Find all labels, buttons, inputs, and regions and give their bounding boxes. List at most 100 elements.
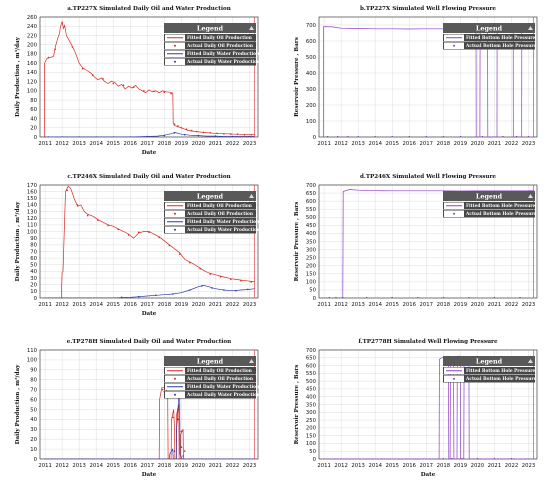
x-tick-label: 2016: [124, 463, 138, 469]
data-point-oil-actual: [223, 133, 225, 135]
legend-header: [164, 356, 256, 366]
legend-entry-label: Actual Bottom Hole Pressure: [465, 377, 537, 382]
data-point-water-actual: [189, 289, 191, 291]
x-tick-label: 2013: [72, 302, 85, 308]
x-tick-label: 2020: [192, 302, 206, 308]
legend-row: [164, 50, 256, 58]
data-point-oil-actual: [47, 56, 50, 59]
y-tick-label: 550: [306, 207, 317, 213]
legend-title: Legend: [197, 25, 224, 33]
series-line-water-fitted: [44, 285, 255, 298]
y-tick-label: 600: [306, 39, 317, 45]
data-point-oil-actual: [240, 279, 242, 282]
legend-title: Legend: [476, 193, 503, 201]
legend-swatch-point: [174, 377, 176, 380]
data-point-oil-actual: [177, 125, 179, 127]
y-tick-label: 400: [306, 71, 317, 77]
x-tick-label: 2015: [106, 141, 119, 147]
legend-entry-label: Actual Daily Water Production: [186, 393, 261, 398]
data-point-pressure-actual: [442, 296, 445, 298]
data-point-pressure-actual: [451, 457, 453, 459]
legend-row: [164, 58, 256, 66]
y-tick-label: 120: [27, 216, 38, 222]
x-tick-label: 2019: [175, 141, 188, 147]
y-tick-label: 70: [30, 387, 37, 393]
data-point-pressure-actual: [374, 135, 376, 137]
legend-entry-label: Actual Bottom Hole Pressure: [465, 44, 537, 49]
legend-row: [164, 367, 256, 375]
legend-row: [443, 367, 535, 375]
y-tick-label: 200: [27, 42, 38, 48]
data-point-water-actual: [197, 134, 200, 137]
data-point-water-actual: [201, 285, 203, 287]
legend-entry-label: Actual Bottom Hole Pressure: [465, 212, 537, 217]
y-tick-label: 100: [306, 441, 317, 447]
data-point-oil-actual: [76, 204, 79, 206]
y-tick-label: 0: [313, 296, 317, 302]
data-point-oil-actual: [158, 236, 160, 239]
legend-collapse-icon: [249, 194, 254, 198]
y-tick-label: 100: [27, 229, 38, 235]
y-tick-label: 200: [306, 426, 317, 432]
x-tick-label: 2012: [334, 463, 347, 469]
data-point-water-actual: [120, 296, 123, 298]
data-point-oil-actual: [172, 416, 174, 419]
y-tick-label: 450: [306, 223, 317, 229]
y-tick-label: 100: [27, 89, 38, 95]
data-point-oil-actual: [209, 132, 212, 134]
data-point-pressure-actual: [493, 296, 496, 298]
x-tick-label: 2011: [38, 141, 51, 147]
y-tick-label: 500: [306, 379, 317, 385]
data-point-oil-actual: [54, 48, 57, 51]
data-point-water-actual: [172, 293, 174, 295]
x-tick-label: 2018: [158, 463, 172, 469]
data-point-oil-actual: [209, 273, 212, 275]
x-tick-label: 2017: [420, 302, 433, 308]
x-tick-label: 2014: [89, 141, 103, 147]
legend-collapse-icon: [528, 359, 533, 363]
data-point-oil-actual: [132, 86, 135, 88]
legend-title: Legend: [197, 358, 224, 366]
y-axis-label: Reservoir Pressure , Bars: [294, 365, 300, 445]
data-point-water-actual: [211, 287, 213, 289]
x-tick-label: 2014: [368, 141, 382, 147]
data-point-oil-actual: [199, 268, 201, 270]
data-point-water-actual: [47, 136, 50, 137]
y-tick-label: 10: [30, 289, 37, 295]
legend-row: [443, 42, 535, 50]
y-tick-label: 110: [27, 348, 38, 354]
chart-panel-3: c.TP246X Simulated Daily Oil and Water P…: [14, 174, 261, 317]
data-point-oil-actual: [148, 231, 150, 233]
y-tick-label: 0: [313, 457, 317, 463]
x-tick-label: 2023: [243, 141, 256, 147]
y-tick-label: 30: [30, 276, 37, 282]
x-tick-label: 2013: [72, 463, 85, 469]
x-tick-label: 2022: [505, 141, 518, 147]
x-tick-label: 2022: [505, 302, 518, 308]
x-tick-label: 2022: [505, 463, 518, 469]
y-tick-label: 0: [34, 135, 38, 141]
data-point-pressure-actual: [459, 135, 462, 137]
x-tick-label: 2016: [403, 141, 417, 147]
y-tick-label: 60: [30, 256, 37, 262]
data-point-oil-actual: [86, 214, 89, 217]
x-tick-label: 2011: [38, 463, 51, 469]
legend-row: [164, 210, 256, 218]
data-point-pressure-actual: [515, 135, 518, 137]
y-tick-label: 260: [27, 15, 38, 21]
data-point-pressure-actual: [342, 296, 344, 298]
chart-title: f.TP2778H Simulated Well Flowing Pressur…: [358, 339, 498, 345]
data-point-pressure-actual: [461, 457, 463, 459]
y-tick-label: 700: [306, 23, 317, 29]
data-point-oil-actual: [178, 253, 181, 255]
y-axis-label: Reservoir Pressure , Bars: [294, 37, 300, 117]
data-point-oil-actual: [216, 132, 218, 135]
y-tick-label: 250: [306, 418, 317, 424]
x-tick-label: 2011: [317, 141, 330, 147]
x-tick-label: 2019: [454, 463, 467, 469]
legend-title: Legend: [197, 193, 224, 201]
chart-title: c.TP246X Simulated Daily Oil and Water P…: [67, 174, 230, 180]
legend-row: [443, 210, 535, 218]
